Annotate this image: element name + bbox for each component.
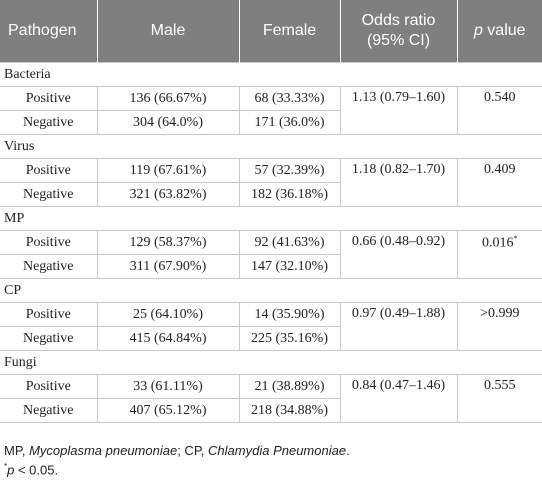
data-row: Positive 129 (58.37%) 92 (41.63%) 0.66 (0.4…: [0, 230, 542, 279]
female-cell: 182 (36.18%): [238, 182, 341, 207]
group-row: CP: [0, 278, 542, 303]
group-label: Virus: [0, 134, 542, 159]
group-row: Fungi: [0, 350, 542, 375]
data-row: Positive 136 (66.67%) 68 (33.33%) 1.13 (0.7…: [0, 86, 542, 135]
p-value-cell: 0.540: [456, 86, 542, 135]
header-italic: p: [473, 22, 483, 39]
p-value: 0.409: [484, 162, 516, 177]
data-row: Positive 119 (67.61%) 57 (32.39%) 1.18 (0.8…: [0, 158, 542, 207]
male-cell: 33 (61.11%): [96, 374, 240, 399]
row-label: Positive: [0, 158, 98, 183]
data-row: Positive 33 (61.11%) 21 (38.89%) 0.84 (0.47…: [0, 374, 542, 423]
row-label: Positive: [0, 374, 98, 399]
p-value-cell: >0.999: [456, 302, 542, 351]
odds-ratio-cell: 0.97 (0.49–1.88): [339, 302, 458, 351]
group-row: Virus: [0, 134, 542, 159]
p-value: >0.999: [480, 306, 520, 321]
p-value: 0.016: [482, 235, 514, 251]
male-cell: 321 (63.82%): [96, 182, 240, 207]
female-cell: 57 (32.39%): [238, 158, 341, 183]
male-cell: 415 (64.84%): [96, 326, 240, 351]
row-label: Positive: [0, 230, 98, 255]
data-row: Negative 415 (64.84%) 225 (35.16%): [0, 326, 542, 351]
row-label: Positive: [0, 302, 98, 327]
text: Mycoplasma pneumoniae: [29, 443, 178, 458]
female-cell: 147 (32.10%): [238, 254, 341, 279]
group-label: MP: [0, 206, 542, 231]
female-cell: 14 (35.90%): [238, 302, 341, 327]
group-label: Fungi: [0, 350, 542, 375]
footnote: *p < 0.05.: [0, 462, 542, 477]
odds-ratio-cell: 0.66 (0.48–0.92): [339, 230, 458, 279]
text: .: [346, 443, 350, 458]
header-text: value: [487, 22, 526, 39]
male-cell: 136 (66.67%): [96, 86, 240, 111]
odds-ratio-cell: 0.84 (0.47–1.46): [339, 374, 458, 423]
female-cell: 225 (35.16%): [238, 326, 341, 351]
data-row: Positive 25 (64.10%) 14 (35.90%) 0.97 (0.49…: [0, 302, 542, 351]
text: < 0.05.: [14, 462, 59, 478]
row-label: Negative: [0, 182, 98, 207]
group-row: Bacteria: [0, 62, 542, 87]
data-row: Negative 407 (65.12%) 218 (34.88%): [0, 398, 542, 423]
female-cell: 92 (41.63%): [238, 230, 341, 255]
male-cell: 407 (65.12%): [96, 398, 240, 423]
header-cell: Female: [238, 0, 340, 63]
header-cell: Pathogen: [0, 0, 97, 63]
odds-ratio-cell: 1.18 (0.82–1.70): [339, 158, 458, 207]
header-cell: p value: [456, 0, 542, 63]
row-label: Negative: [0, 110, 98, 135]
group-label: CP: [0, 278, 542, 303]
group-row: MP: [0, 206, 542, 231]
p-value: 0.540: [484, 90, 516, 105]
female-cell: 68 (33.33%): [238, 86, 341, 111]
p-value-cell: 0.409: [456, 158, 542, 207]
female-cell: 218 (34.88%): [238, 398, 341, 423]
p-value-cell: 0.555: [456, 374, 542, 423]
header-row: Pathogen Male Female Odds ratio (95% CI)…: [0, 0, 542, 63]
data-table: Pathogen Male Female Odds ratio (95% CI)…: [0, 0, 542, 423]
text: *: [4, 462, 8, 471]
text: MP,: [4, 443, 30, 458]
male-cell: 119 (67.61%): [96, 158, 240, 183]
data-row: Negative 321 (63.82%) 182 (36.18%): [0, 182, 542, 207]
male-cell: 304 (64.0%): [96, 110, 240, 135]
footnote: MP, Mycoplasma pneumoniae; CP, Chlamydia…: [0, 443, 542, 458]
significance-mark: *: [513, 234, 518, 243]
text: p: [7, 462, 15, 478]
group-label: Bacteria: [0, 62, 542, 87]
row-label: Positive: [0, 86, 98, 111]
row-label: Negative: [0, 398, 98, 423]
male-cell: 129 (58.37%): [96, 230, 240, 255]
data-row: Negative 311 (67.90%) 147 (32.10%): [0, 254, 542, 279]
p-value-cell: 0.016*: [456, 230, 542, 279]
male-cell: 311 (67.90%): [96, 254, 240, 279]
row-label: Negative: [0, 254, 98, 279]
text: ; CP,: [177, 443, 209, 458]
male-cell: 25 (64.10%): [96, 302, 240, 327]
odds-ratio-cell: 1.13 (0.79–1.60): [339, 86, 458, 135]
text: Chlamydia Pneumoniae: [208, 443, 347, 458]
female-cell: 21 (38.89%): [238, 374, 341, 399]
female-cell: 171 (36.0%): [238, 110, 341, 135]
row-label: Negative: [0, 326, 98, 351]
header-cell: Male: [96, 0, 239, 63]
p-value: 0.555: [484, 378, 516, 393]
header-cell: Odds ratio (95% CI): [339, 0, 457, 63]
